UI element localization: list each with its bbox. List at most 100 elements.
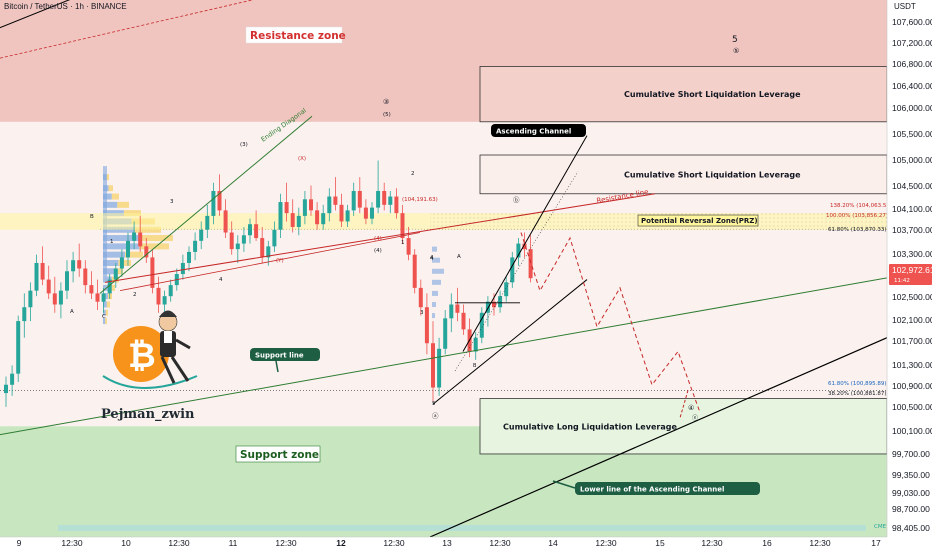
candle bbox=[528, 235, 533, 283]
current-price-marker: 102,972.61 11:42 bbox=[889, 264, 932, 285]
character-figure-icon bbox=[158, 310, 191, 384]
lower-channel-label-text: Lower line of the Ascending Channel bbox=[580, 486, 724, 494]
candle bbox=[187, 246, 191, 272]
candle bbox=[40, 246, 45, 286]
candle bbox=[46, 265, 51, 299]
wave-label: 5 bbox=[732, 35, 738, 45]
fib-level-label: 138.20% (104,063.51) bbox=[830, 203, 892, 209]
volume-profile-bar bbox=[432, 257, 440, 263]
wave-label: 1 bbox=[110, 239, 114, 245]
wave-label: 2 bbox=[411, 171, 415, 177]
lower-channel-line bbox=[429, 337, 887, 537]
candle bbox=[89, 271, 94, 299]
y-tick-label: 100,900.00 bbox=[892, 381, 932, 391]
cme-badge: CME bbox=[874, 524, 887, 530]
volume-profile-bar bbox=[103, 318, 106, 325]
volume-profile-bar bbox=[103, 301, 107, 308]
candle bbox=[52, 276, 57, 313]
x-tick-label: 13 bbox=[442, 538, 452, 548]
y-tick-label: 106,800.00 bbox=[892, 59, 932, 69]
candle bbox=[4, 376, 8, 407]
volume-profile-bar bbox=[103, 193, 112, 200]
volume-profile-bar bbox=[111, 193, 119, 200]
y-tick-label: 107,600.00 bbox=[892, 17, 932, 27]
volume-profile-bar bbox=[432, 268, 444, 274]
x-tick-label: 10 bbox=[121, 538, 131, 548]
resistance-zone-label: Resistance zone bbox=[245, 26, 346, 44]
candle bbox=[302, 190, 307, 225]
candle bbox=[376, 160, 381, 214]
wave-label: 1 bbox=[401, 240, 405, 246]
y-tick-label: 100,500.00 bbox=[892, 402, 932, 412]
candle bbox=[272, 221, 277, 252]
candle bbox=[473, 332, 478, 360]
candle bbox=[345, 204, 350, 227]
candle bbox=[217, 174, 222, 216]
support-zone-label: Support zone bbox=[235, 445, 321, 463]
candle bbox=[406, 226, 411, 261]
candle bbox=[382, 182, 387, 211]
candle bbox=[363, 199, 368, 225]
x-tick-label: 12:30 bbox=[489, 538, 511, 548]
prz-text: Potential Reversal Zone(PRZ) bbox=[641, 217, 758, 225]
candle bbox=[309, 185, 313, 216]
candle bbox=[150, 249, 155, 294]
candle bbox=[180, 254, 185, 280]
wave-label: A bbox=[70, 309, 74, 315]
candle bbox=[418, 279, 423, 316]
candle bbox=[351, 182, 356, 216]
fib-level-label: 61.80% (103,870.33) bbox=[828, 227, 887, 233]
candle bbox=[144, 238, 149, 263]
candle bbox=[193, 232, 198, 261]
x-tick-label: 9 bbox=[17, 538, 22, 548]
candle bbox=[71, 251, 76, 283]
x-tick-label: 12:30 bbox=[61, 538, 83, 548]
prz-label: Potential Reversal Zone(PRZ) bbox=[637, 214, 759, 227]
y-tick-label: 102,500.00 bbox=[892, 292, 932, 302]
candle bbox=[510, 251, 515, 288]
candle bbox=[229, 221, 234, 255]
y-tick-label: 103,700.00 bbox=[892, 225, 932, 235]
candle bbox=[223, 199, 228, 239]
wave-label: (3) bbox=[240, 142, 248, 148]
candle bbox=[333, 177, 338, 211]
volume-profile-bar bbox=[141, 235, 173, 242]
volume-profile-bar bbox=[432, 246, 437, 252]
wave-label: ⓐ bbox=[432, 412, 439, 420]
bitcoin-symbol-icon: ₿ bbox=[128, 336, 156, 376]
candle bbox=[168, 279, 173, 302]
y-tick-label: 104,100.00 bbox=[892, 204, 932, 214]
volume-profile-bar bbox=[432, 313, 435, 319]
ascending-channel-mid bbox=[454, 171, 579, 372]
candle bbox=[241, 226, 246, 252]
volume-profile-bar bbox=[106, 174, 109, 181]
candle bbox=[65, 260, 69, 299]
y-tick-label: 101,700.00 bbox=[892, 336, 932, 346]
wave-label: 4 bbox=[430, 256, 434, 262]
candle bbox=[34, 254, 39, 297]
candle bbox=[431, 321, 435, 402]
volume-profile-bar bbox=[103, 268, 114, 275]
x-tick-label: 16 bbox=[762, 538, 772, 548]
ascending-channel-label: Ascending Channel bbox=[491, 124, 586, 137]
volume-profile-bar bbox=[103, 276, 112, 283]
ascending-channel-lower bbox=[432, 279, 588, 405]
candle bbox=[199, 221, 204, 250]
resistance-dashed-line bbox=[0, 0, 254, 59]
candle bbox=[498, 290, 503, 313]
candle bbox=[28, 282, 33, 322]
candle bbox=[437, 337, 442, 396]
candle bbox=[107, 274, 112, 299]
x-tick-label: 12:30 bbox=[701, 538, 723, 548]
x-tick-label: 11 bbox=[229, 538, 238, 548]
x-tick-label: 12:30 bbox=[809, 538, 831, 548]
support-zone-text: Support zone bbox=[240, 449, 319, 461]
volume-profile-bar bbox=[103, 259, 119, 266]
volume-profile-bar bbox=[109, 284, 115, 291]
time-axis[interactable] bbox=[0, 537, 932, 550]
wave-label: (4) bbox=[374, 236, 382, 242]
x-tick-label: 17 bbox=[871, 538, 881, 548]
short-liquidation-label: Cumulative Short Liquidation Leverage bbox=[624, 90, 801, 99]
projected-path bbox=[520, 232, 701, 413]
